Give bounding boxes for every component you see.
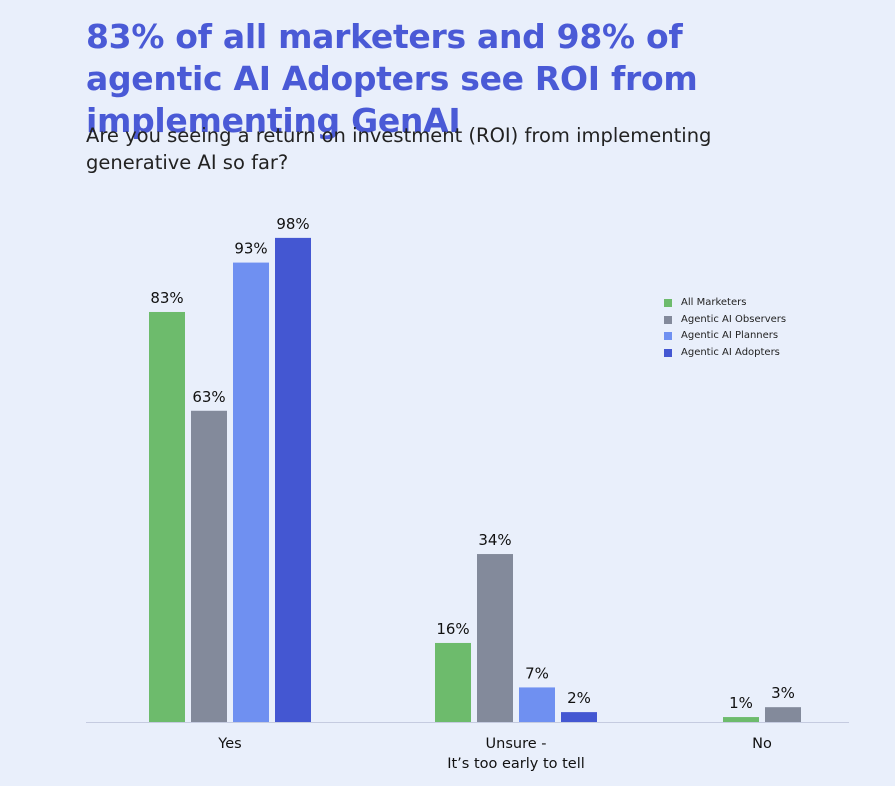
legend-swatch — [664, 299, 672, 307]
value-label: 98% — [276, 215, 309, 233]
value-label: 2% — [567, 689, 591, 707]
bar — [765, 707, 801, 722]
legend-label: All Marketers — [681, 297, 747, 308]
bar — [149, 311, 185, 722]
value-label: 93% — [234, 240, 267, 258]
value-label: 1% — [729, 694, 753, 712]
value-label: 16% — [436, 620, 469, 638]
value-label: 7% — [525, 664, 549, 682]
legend-label: Agentic AI Planners — [681, 330, 779, 341]
bar — [477, 554, 513, 722]
value-label: 3% — [771, 684, 795, 702]
legend-swatch — [664, 332, 672, 340]
value-label: 83% — [150, 289, 183, 307]
bar — [233, 262, 269, 722]
bar — [435, 642, 471, 722]
x-tick-label: Unsure - It’s too early to tell — [447, 736, 585, 772]
value-label: 34% — [478, 531, 511, 549]
bar — [723, 717, 759, 722]
value-label: 63% — [192, 388, 225, 406]
bar — [191, 410, 227, 722]
bar — [519, 687, 555, 722]
legend-label: Agentic AI Observers — [681, 313, 787, 325]
bar — [561, 712, 597, 722]
x-tick-label: Yes — [218, 736, 242, 752]
x-tick-label: No — [752, 736, 772, 752]
legend-label: Agentic AI Adopters — [681, 346, 780, 358]
chart-subtitle: Are you seeing a return on investment (R… — [86, 124, 712, 174]
legend-swatch — [664, 348, 672, 357]
chart-title: 83% of all marketers and 98% of agentic … — [86, 17, 698, 140]
bar — [275, 237, 311, 722]
legend-swatch — [664, 315, 672, 324]
